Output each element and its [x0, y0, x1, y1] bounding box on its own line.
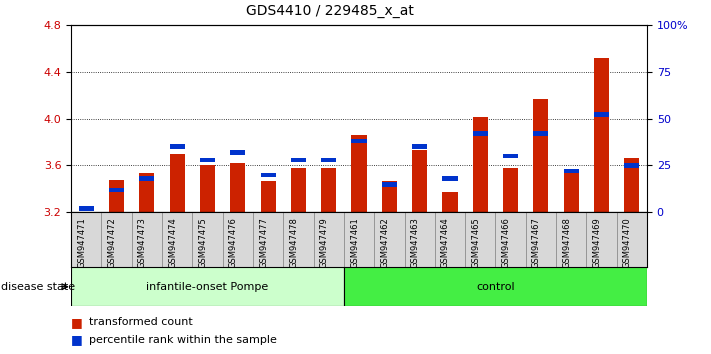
Bar — [442, 193, 458, 212]
Bar — [533, 131, 548, 136]
Bar — [71, 212, 102, 267]
Bar — [344, 267, 647, 306]
Bar — [594, 113, 609, 117]
Text: GDS4410 / 229485_x_at: GDS4410 / 229485_x_at — [246, 4, 415, 18]
Bar — [230, 150, 245, 155]
Text: ■: ■ — [71, 333, 83, 346]
Text: GSM947465: GSM947465 — [471, 217, 481, 268]
Bar — [71, 267, 344, 306]
Bar — [230, 163, 245, 212]
Bar — [109, 188, 124, 192]
Bar — [624, 163, 639, 168]
Bar — [473, 118, 488, 212]
Bar — [200, 165, 215, 212]
Bar — [382, 182, 397, 187]
Bar — [223, 212, 253, 267]
Bar — [616, 212, 647, 267]
Bar — [109, 179, 124, 212]
Bar — [382, 181, 397, 212]
Bar — [503, 168, 518, 212]
Bar — [291, 168, 306, 212]
Bar — [564, 172, 579, 212]
Bar — [465, 212, 496, 267]
Bar — [405, 212, 435, 267]
Bar — [79, 206, 94, 211]
Bar — [442, 176, 458, 181]
Text: ■: ■ — [71, 316, 83, 329]
Bar — [321, 168, 336, 212]
Text: GSM947469: GSM947469 — [592, 217, 602, 268]
Bar — [139, 172, 154, 212]
Bar — [374, 212, 405, 267]
Bar — [624, 159, 639, 212]
Bar — [556, 212, 587, 267]
Bar — [162, 212, 193, 267]
Text: GSM947476: GSM947476 — [229, 217, 237, 268]
Bar — [503, 154, 518, 159]
Bar — [587, 212, 616, 267]
Bar — [260, 181, 276, 212]
Text: GSM947461: GSM947461 — [350, 217, 359, 268]
Text: transformed count: transformed count — [89, 317, 193, 327]
Bar — [496, 212, 525, 267]
Text: GSM947467: GSM947467 — [532, 217, 541, 268]
Bar — [533, 99, 548, 212]
Bar — [102, 212, 132, 267]
Bar — [139, 176, 154, 181]
Text: GSM947466: GSM947466 — [501, 217, 510, 268]
Bar — [314, 212, 344, 267]
Text: GSM947473: GSM947473 — [138, 217, 147, 268]
Text: percentile rank within the sample: percentile rank within the sample — [89, 335, 277, 345]
Bar — [200, 158, 215, 162]
Text: GSM947471: GSM947471 — [77, 217, 86, 268]
Bar — [291, 158, 306, 162]
Bar — [412, 144, 427, 149]
Bar — [193, 212, 223, 267]
Bar — [283, 212, 314, 267]
Text: GSM947472: GSM947472 — [107, 217, 117, 268]
Bar — [170, 154, 185, 212]
Text: GSM947477: GSM947477 — [259, 217, 268, 268]
Bar — [351, 139, 367, 143]
Bar — [132, 212, 162, 267]
Text: GSM947475: GSM947475 — [198, 217, 208, 268]
Bar — [564, 169, 579, 173]
Bar — [351, 135, 367, 212]
Bar — [473, 131, 488, 136]
Bar — [321, 158, 336, 162]
Bar — [344, 212, 374, 267]
Text: GSM947479: GSM947479 — [320, 217, 328, 268]
Text: control: control — [476, 282, 515, 292]
Bar — [435, 212, 465, 267]
Bar — [594, 58, 609, 212]
Bar — [170, 144, 185, 149]
Text: GSM947468: GSM947468 — [562, 217, 571, 268]
Text: infantile-onset Pompe: infantile-onset Pompe — [146, 282, 269, 292]
Text: GSM947464: GSM947464 — [441, 217, 450, 268]
Text: GSM947463: GSM947463 — [411, 217, 419, 268]
Text: GSM947474: GSM947474 — [169, 217, 177, 268]
Bar — [253, 212, 283, 267]
Text: disease state: disease state — [1, 282, 75, 292]
Text: GSM947462: GSM947462 — [380, 217, 390, 268]
Text: GSM947478: GSM947478 — [289, 217, 299, 268]
Bar — [412, 150, 427, 212]
Bar — [260, 172, 276, 177]
Bar — [525, 212, 556, 267]
Text: GSM947470: GSM947470 — [623, 217, 632, 268]
